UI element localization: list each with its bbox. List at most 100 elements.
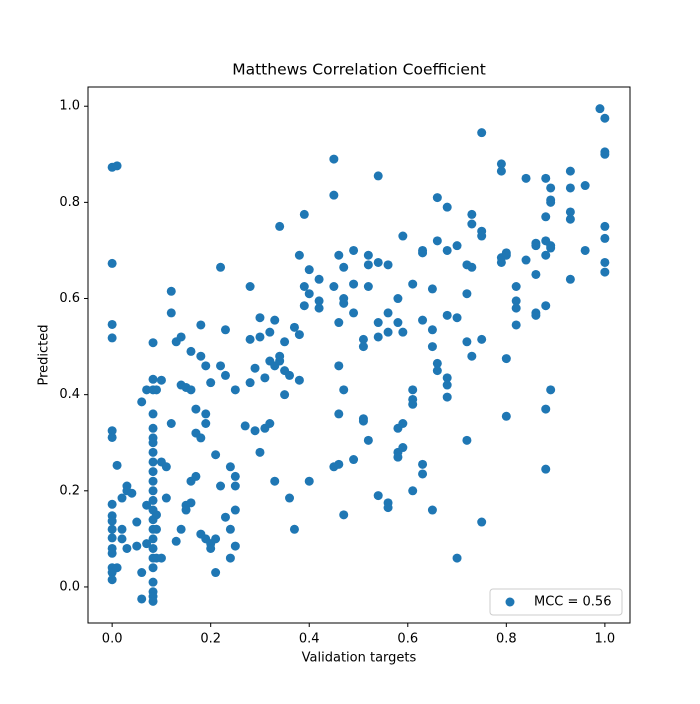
scatter-point [196, 320, 206, 330]
scatter-point [166, 419, 176, 429]
scatter-point [363, 260, 373, 270]
scatter-point [107, 516, 117, 526]
scatter-point [442, 245, 452, 255]
scatter-point [107, 575, 117, 585]
scatter-point [148, 409, 158, 419]
scatter-point [511, 303, 521, 313]
scatter-point [373, 257, 383, 267]
scatter-point [304, 265, 314, 275]
scatter-point [442, 202, 452, 212]
scatter-point [432, 366, 442, 376]
scatter-point [117, 524, 127, 534]
scatter-point [349, 279, 359, 289]
scatter-point [546, 241, 556, 251]
scatter-point [477, 517, 487, 527]
scatter-point [107, 533, 117, 543]
scatter-point [600, 113, 610, 123]
scatter-point [541, 250, 551, 260]
scatter-point [166, 286, 176, 296]
scatter-point [477, 334, 487, 344]
scatter-point [299, 301, 309, 311]
scatter-point [363, 250, 373, 260]
y-tick-label: 0.6 [59, 291, 80, 306]
scatter-point [201, 419, 211, 429]
x-axis-label: Validation targets [302, 651, 417, 666]
scatter-point [541, 212, 551, 222]
scatter-point [393, 452, 403, 462]
scatter-point [148, 596, 158, 606]
scatter-point [358, 334, 368, 344]
scatter-point [373, 332, 383, 342]
scatter-point [220, 325, 230, 335]
scatter-point [148, 577, 158, 587]
scatter-point [112, 460, 122, 470]
scatter-point [546, 197, 556, 207]
scatter-point [216, 262, 226, 272]
scatter-point [289, 322, 299, 332]
scatter-point [245, 378, 255, 388]
scatter-point [294, 250, 304, 260]
scatter-point [531, 269, 541, 279]
scatter-point [265, 419, 275, 429]
scatter-point [148, 438, 158, 448]
scatter-point [408, 486, 418, 496]
scatter-point [501, 248, 511, 258]
scatter-point [127, 488, 137, 498]
scatter-point [211, 534, 221, 544]
scatter-point [117, 534, 127, 544]
scatter-point [148, 338, 158, 348]
scatter-point [304, 289, 314, 299]
scatter-point [216, 361, 226, 371]
scatter-point [250, 363, 260, 373]
scatter-point [186, 498, 196, 508]
scatter-point [408, 399, 418, 409]
y-tick-label: 0.4 [59, 387, 80, 402]
scatter-point [418, 469, 428, 479]
x-tick-label: 0.8 [496, 632, 517, 647]
scatter-point [285, 493, 295, 503]
scatter-point [531, 310, 541, 320]
scatter-point [565, 166, 575, 176]
scatter-point [107, 258, 117, 268]
scatter-point [442, 373, 452, 383]
scatter-point [270, 476, 280, 486]
scatter-point [280, 390, 290, 400]
scatter-point [452, 241, 462, 251]
scatter-point [339, 385, 349, 395]
scatter-point [206, 543, 216, 553]
scatter-point [107, 333, 117, 343]
scatter-point [225, 553, 235, 563]
scatter-point [112, 161, 122, 171]
scatter-point [201, 361, 211, 371]
scatter-point [511, 320, 521, 330]
scatter-point [565, 207, 575, 217]
scatter-point [107, 524, 117, 534]
scatter-point [462, 337, 472, 347]
scatter-point [148, 374, 158, 384]
y-axis-label: Predicted [37, 324, 52, 385]
scatter-point [186, 346, 196, 356]
scatter-point [398, 443, 408, 453]
scatter-point [349, 245, 359, 255]
scatter-point [349, 308, 359, 318]
scatter-point [230, 481, 240, 491]
scatter-point [334, 459, 344, 469]
scatter-point [137, 594, 147, 604]
scatter-point [107, 432, 117, 442]
scatter-point [299, 209, 309, 219]
scatter-point [206, 378, 216, 388]
scatter-point [107, 319, 117, 329]
scatter-point [334, 361, 344, 371]
scatter-point [462, 289, 472, 299]
scatter-point [275, 351, 285, 361]
scatter-point [418, 315, 428, 325]
scatter-point [511, 281, 521, 291]
scatter-point [148, 486, 158, 496]
scatter-point [565, 183, 575, 193]
y-tick-label: 0.2 [59, 483, 80, 498]
scatter-point [427, 325, 437, 335]
scatter-point [329, 190, 339, 200]
x-tick-label: 1.0 [595, 632, 616, 647]
scatter-point [398, 327, 408, 337]
